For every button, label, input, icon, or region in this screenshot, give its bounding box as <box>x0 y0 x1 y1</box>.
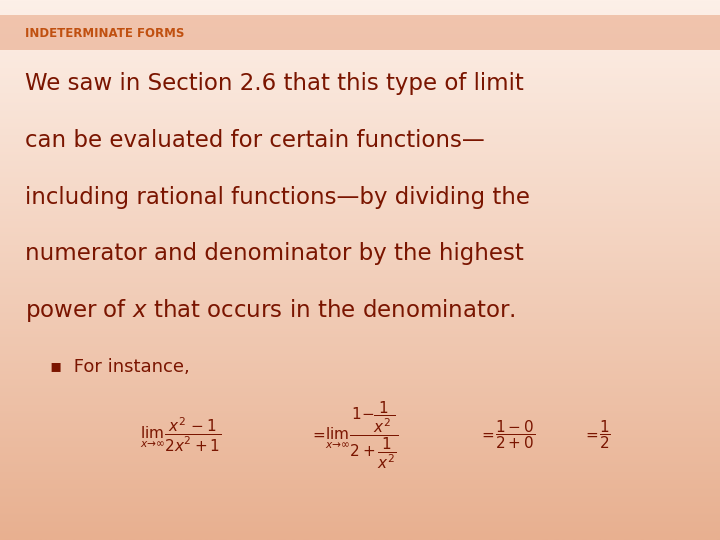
Text: $\dfrac{1 - 0}{2 + 0}$: $\dfrac{1 - 0}{2 + 0}$ <box>495 418 536 451</box>
Text: INDETERMINATE FORMS: INDETERMINATE FORMS <box>25 27 184 40</box>
Text: $\lim_{x \to \infty} \dfrac{x^2 - 1}{2x^2 + 1}$: $\lim_{x \to \infty} \dfrac{x^2 - 1}{2x^… <box>140 416 222 454</box>
Text: $=$: $=$ <box>583 428 599 442</box>
FancyBboxPatch shape <box>0 15 720 50</box>
Text: can be evaluated for certain functions—: can be evaluated for certain functions— <box>25 129 485 152</box>
Text: $=$: $=$ <box>310 428 325 442</box>
Text: ▪  For instance,: ▪ For instance, <box>50 358 190 376</box>
Text: $\dfrac{1}{2}$: $\dfrac{1}{2}$ <box>599 418 611 451</box>
Text: including rational functions—by dividing the: including rational functions—by dividing… <box>25 186 530 208</box>
Text: numerator and denominator by the highest: numerator and denominator by the highest <box>25 242 524 265</box>
Text: We saw in Section 2.6 that this type of limit: We saw in Section 2.6 that this type of … <box>25 72 524 95</box>
Text: $=$: $=$ <box>479 428 495 442</box>
Text: $\lim_{x \to \infty} \dfrac{1 - \dfrac{1}{x^2}}{2 + \dfrac{1}{x^2}}$: $\lim_{x \to \infty} \dfrac{1 - \dfrac{1… <box>325 399 399 470</box>
Text: power of $x$ that occurs in the denominator.: power of $x$ that occurs in the denomina… <box>25 297 516 324</box>
